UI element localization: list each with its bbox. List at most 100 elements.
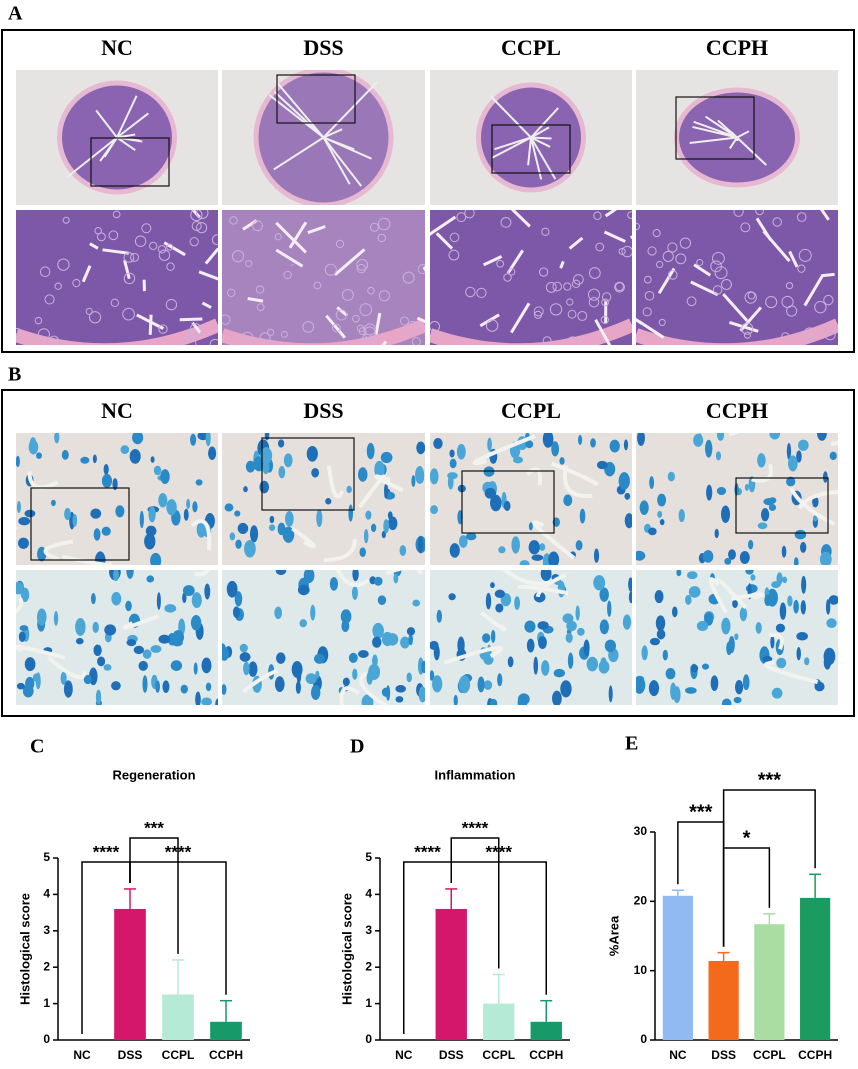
gland [740,222,751,233]
goblet [380,451,393,464]
lumen [323,539,357,563]
goblet [829,451,837,461]
goblet [372,636,382,648]
tissue [16,210,218,345]
zoom-box [491,124,571,174]
group-label: NC [101,398,133,423]
goblet [374,460,385,479]
goblet [393,573,399,584]
lumen [708,577,728,614]
goblet [133,645,145,655]
goblet [539,543,546,551]
lumen [509,302,531,334]
goblet [129,448,141,464]
gland [656,260,664,269]
tissue-image [16,70,218,205]
y-tick-label: 1 [365,996,372,1010]
sig-label: * [743,827,751,849]
goblet [341,619,350,632]
crypt-line [273,136,325,171]
goblet [284,510,294,527]
tissue-image [636,570,838,705]
lumen [27,471,59,490]
goblet [624,513,632,529]
goblet [688,586,701,598]
goblet [36,452,42,459]
goblet [75,637,84,645]
goblet [560,680,572,698]
goblet [222,684,227,695]
lumen [242,668,279,694]
goblet [95,689,102,705]
gland [744,291,757,304]
gland [122,307,135,321]
x-tick-label: CCPL [482,1048,515,1062]
gland [302,321,315,333]
goblet [755,622,762,634]
goblet [262,461,270,475]
goblet [793,557,799,565]
goblet [201,697,212,705]
goblet [361,694,374,705]
tissue [430,570,632,705]
goblet [329,577,339,591]
gland [44,294,55,305]
gland [48,335,60,345]
gland [803,327,817,340]
goblet [485,592,492,610]
group-label: CCPL [501,398,561,423]
panel-label: B [8,364,21,386]
goblet [781,545,787,558]
goblet [51,499,56,507]
gland [696,259,704,267]
y-tick-label: 2 [365,959,372,973]
lumen [535,573,567,598]
crypt-line [322,137,351,185]
gland [367,286,375,295]
goblet [126,570,134,579]
lumen [480,611,507,632]
goblet [586,656,599,672]
gland [96,232,106,242]
goblet [111,681,121,691]
goblet [340,609,352,624]
lumen [307,225,326,235]
tissue-image [636,433,838,565]
goblet [553,668,566,678]
sig-bracket [129,837,179,954]
crypt-line [323,136,355,151]
goblet [542,433,554,448]
lumen [288,221,308,249]
crypt-line [116,112,149,139]
goblet [146,575,155,583]
lumen [46,655,87,680]
goblet [80,456,90,464]
x-tick-label: NC [395,1048,413,1062]
lumen [690,280,719,297]
gland [361,333,373,345]
gland [341,289,354,301]
goblet [430,468,439,485]
gland [313,281,322,290]
lumen [769,632,784,651]
lumen [336,570,370,587]
goblet [449,543,460,558]
goblet [311,468,320,478]
goblet [593,575,606,591]
sig-label: **** [462,818,489,837]
lumen [336,306,349,317]
crypt-line [323,128,343,139]
goblet [436,609,443,623]
goblet [274,676,285,693]
gland [652,229,661,238]
goblet [433,437,443,449]
gland [541,227,550,236]
goblet [276,652,286,664]
lumen [443,645,503,665]
goblet [596,460,608,470]
bar [754,924,785,1040]
gland [647,246,657,256]
y-axis-label: %Area [606,915,621,956]
goblet [53,611,59,626]
gland [549,303,563,316]
